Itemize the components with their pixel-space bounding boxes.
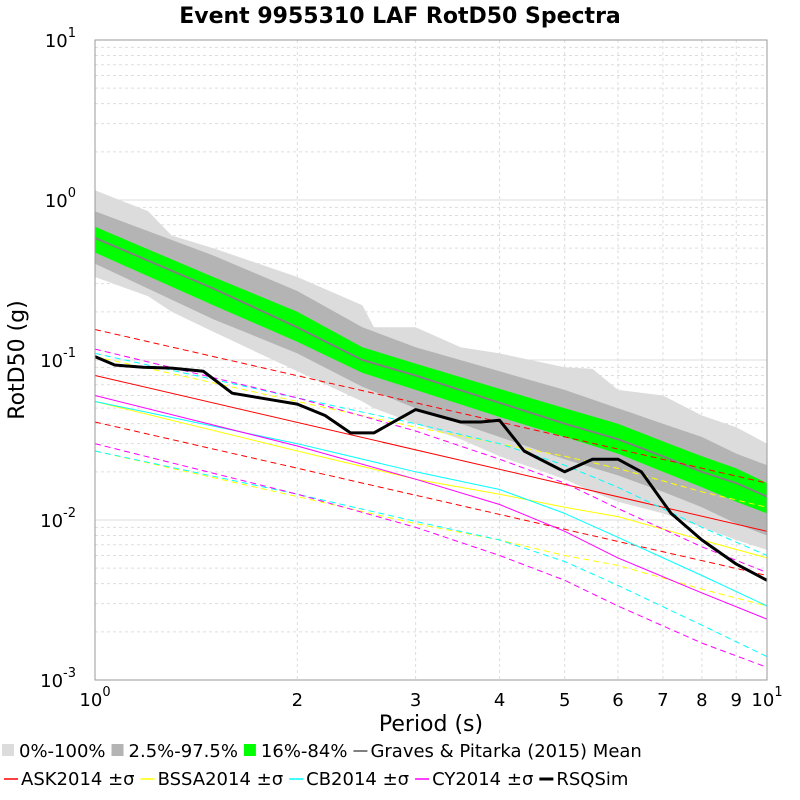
- legend-label: CB2014 ±σ: [306, 769, 409, 790]
- chart-title: Event 9955310 LAF RotD50 Spectra: [179, 4, 621, 29]
- x-tick-label-0: 100: [79, 685, 110, 711]
- legend: 0%-100% 2.5%-97.5% 16%-84% Graves & Pitarka…: [2, 741, 642, 790]
- legend-label: BSSA2014 ±σ: [158, 769, 284, 790]
- x-tick-label-9: 101: [751, 685, 782, 711]
- y-tick-label-3: 10-2: [40, 506, 76, 532]
- legend-swatch: [111, 744, 124, 756]
- y-tick-label-4: 10-3: [40, 666, 76, 692]
- series-line-0: [94, 236, 768, 498]
- x-tick-label-4: 5: [559, 690, 570, 711]
- band-2: [95, 226, 767, 514]
- y-tick-labels: 101 100 10-1 10-2 10-3: [40, 26, 76, 692]
- series-line-13: [94, 355, 768, 582]
- series-line-3: [94, 421, 768, 576]
- legend-label: 16%-84%: [261, 741, 348, 762]
- y-tick-label-0: 101: [45, 26, 76, 52]
- x-tick-label-2: 3: [410, 690, 421, 711]
- legend-label: RSQSim: [556, 769, 628, 790]
- series-line-4: [94, 401, 768, 559]
- plot-frame: [94, 39, 768, 681]
- x-tick-label-8: 9: [731, 690, 742, 711]
- x-tick-label-5: 6: [612, 690, 623, 711]
- x-tick-label-6: 7: [657, 690, 668, 711]
- legend-label: Graves & Pitarka (2015) Mean: [370, 741, 641, 762]
- series-line-10: [94, 395, 768, 620]
- x-tick-labels: 100 2 3 4 5 6 7 8 9 101: [79, 685, 782, 711]
- series-line-11: [94, 348, 768, 573]
- x-tick-label-1: 2: [292, 690, 303, 711]
- series-line-12: [94, 443, 768, 668]
- legend-swatch: [2, 744, 14, 756]
- legend-label: 2.5%-97.5%: [129, 741, 238, 762]
- y-tick-label-2: 10-1: [40, 346, 76, 372]
- series-line-7: [94, 401, 768, 607]
- x-axis-label: Period (s): [379, 712, 483, 737]
- y-axis-label: RotD50 (g): [5, 300, 30, 419]
- series-lines: [94, 236, 768, 668]
- y-tick-label-1: 100: [45, 186, 76, 212]
- legend-label: CY2014 ±σ: [432, 769, 533, 790]
- series-line-2: [94, 329, 768, 484]
- legend-label: 0%-100%: [19, 741, 106, 762]
- x-tick-label-3: 4: [494, 690, 505, 711]
- legend-swatch: [243, 744, 256, 756]
- x-tick-label-7: 8: [696, 690, 707, 711]
- legend-label: ASK2014 ±σ: [21, 769, 135, 790]
